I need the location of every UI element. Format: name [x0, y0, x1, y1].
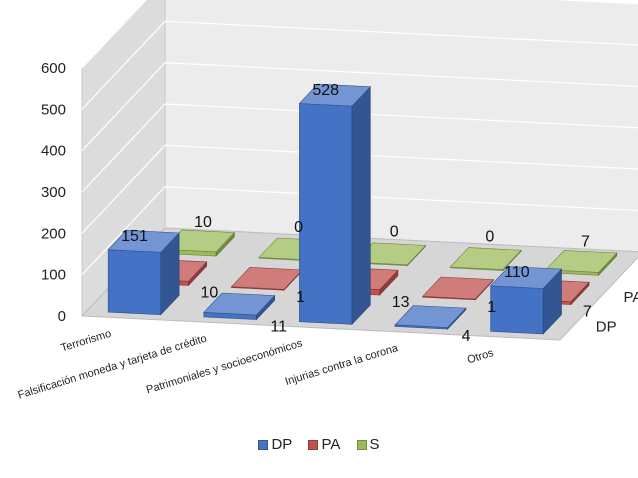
- data-label-dp-5: 110: [504, 264, 530, 281]
- legend-swatch-s: [357, 440, 367, 450]
- legend-item-s: S: [357, 436, 380, 453]
- data-label-s-4: 0: [485, 229, 494, 246]
- data-label-pa-2: 1: [296, 289, 305, 306]
- data-label-dp-1: 151: [121, 228, 148, 245]
- y-tick-label: 0: [58, 308, 66, 325]
- legend-swatch-pa: [308, 440, 318, 450]
- data-label-dp-3: 528: [312, 82, 339, 99]
- depth-label-pa: PA: [624, 289, 638, 306]
- legend-swatch-dp: [258, 440, 268, 450]
- data-label-pa-4: 1: [487, 299, 496, 316]
- y-tick-label: 100: [41, 267, 66, 284]
- bar-dp-3-front: [299, 104, 352, 325]
- back-wall: [165, 0, 638, 252]
- data-label-s-2: 0: [294, 219, 303, 236]
- legend-item-pa: PA: [308, 436, 340, 453]
- x-tick-label: Falsificación moneda y tarjeta de crédit…: [16, 333, 208, 402]
- data-label-pa-1: 10: [201, 284, 219, 301]
- depth-label-dp: DP: [596, 318, 617, 335]
- data-label-pa-5: 7: [583, 304, 592, 321]
- data-label-dp-2: 11: [270, 319, 287, 336]
- legend: DP PA S: [0, 436, 638, 454]
- y-tick-label: 200: [41, 225, 66, 242]
- y-tick-label: 300: [41, 184, 66, 201]
- bar-dp-1-front: [108, 250, 161, 315]
- data-label-dp-4: 4: [462, 328, 471, 345]
- data-label-s-3: 0: [390, 224, 399, 241]
- legend-label-s: S: [370, 436, 380, 453]
- y-tick-label: 600: [41, 60, 66, 77]
- legend-label-pa: PA: [321, 436, 340, 453]
- bar-dp-3-side: [352, 87, 370, 324]
- x-tick-label: Otros: [466, 347, 496, 366]
- x-tick-label: Terrorismo: [59, 328, 112, 355]
- y-tick-label: 500: [41, 101, 66, 118]
- legend-item-dp: DP: [258, 436, 292, 453]
- y-tick-label: 400: [41, 143, 66, 160]
- legend-label-dp: DP: [271, 436, 292, 453]
- data-label-s-1: 10: [194, 214, 212, 231]
- data-label-s-5: 7: [581, 233, 590, 250]
- data-label-pa-3: 13: [392, 294, 410, 311]
- bar-dp-5-front: [491, 286, 544, 334]
- bar-dp-3: [299, 84, 370, 324]
